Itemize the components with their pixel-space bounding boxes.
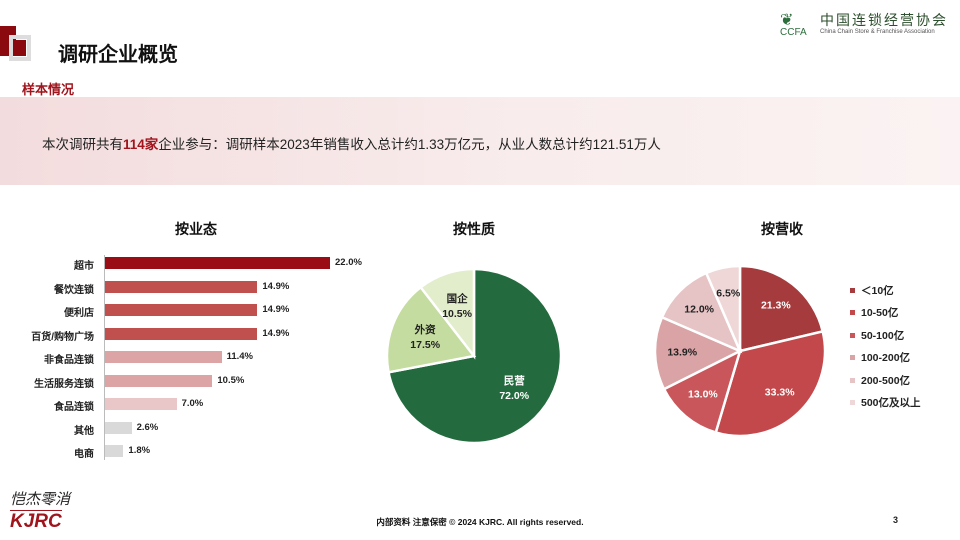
bar [105,398,177,410]
pie-slice-label: 6.5% [716,287,741,300]
legend-swatch [850,355,855,361]
kjrc-signature: 恺杰零消 [10,490,71,508]
revenue-legend: ＜10亿 10-50亿 50-100亿 100-200亿 200-500亿 500亿及以上 [850,279,921,414]
logo-en: China Chain Store & Franchise Associatio… [820,29,935,35]
bar-category-label: 餐饮连锁 [54,284,94,296]
bar-category-label: 电商 [74,449,94,460]
pie-slice [704,264,742,352]
bar-value-label: 2.6% [136,421,159,433]
page-title: 调研企业概览 [58,44,178,66]
legend-label: 100-200亿 [861,352,911,365]
legend-swatch [850,377,855,383]
bar [105,257,330,269]
bar [105,351,222,363]
bar-value-label: 14.9% [262,304,290,315]
bar-value-label: 14.9% [262,280,290,292]
legend-item: 100-200亿 [850,347,921,370]
pie-slice [714,329,827,438]
bar-category-label: 生活服务连锁 [34,378,94,390]
pie-slice-label: 13.0% [687,388,718,401]
bar-category-label: 其他 [74,425,94,437]
bar-value-label: 14.9% [262,327,290,339]
chart-title-nature: 按性质 [453,221,495,237]
pie-slice-label: 民营 72.0% [499,375,530,403]
bar-category-label: 便利店 [64,308,94,319]
ccfa-logo: ❦ CCFA 中国连锁经营协会 China Chain Store & Fran… [780,10,950,40]
bar-axis [104,255,105,460]
legend-label: 50-100亿 [861,329,905,342]
legend-item: 50-100亿 [850,324,921,347]
bar-category-label: 非食品连锁 [44,355,94,366]
bar [105,280,258,293]
bar-value-label: 1.8% [128,445,151,456]
legend-swatch [850,310,855,316]
pie-slice [653,315,743,391]
legend-item: 500亿及以上 [850,392,921,415]
pie-slice-label: 13.9% [667,346,698,359]
bar-value-label: 11.4% [226,351,253,362]
page-number: 3 [893,515,899,525]
legend-swatch [850,400,855,406]
section-label: 样本情况 [22,82,75,97]
pie-chart-revenue [653,264,827,438]
summary-highlight: 114家 [123,137,159,152]
bar-value-label: 7.0% [181,398,204,409]
legend-label: 200-500亿 [861,374,911,387]
pie-slice-label: 33.3% [764,386,795,399]
title-accent-frame [9,35,31,61]
summary-text: 本次调研共有114家企业参与：调研样本2023年销售收入总计约1.33万亿元，从… [42,133,661,153]
legend-label: 10-50亿 [861,307,899,320]
legend-swatch [850,332,855,338]
bar [105,421,132,434]
pie-slice [385,285,477,374]
legend-swatch [850,287,855,293]
pie-slice-label: 外资 17.5% [410,323,441,351]
legend-label: 500亿及以上 [861,397,921,410]
bar [105,374,213,387]
bar [105,445,124,457]
legend-item: 200-500亿 [850,369,921,392]
summary-prefix: 本次调研共有 [42,137,123,152]
chart-title-revenue: 按营收 [761,221,803,237]
bar-value-label: 10.5% [217,374,245,386]
logo-abbr: CCFA [780,27,807,38]
bar [105,304,258,316]
pie-slice [418,267,476,360]
footer-copyright: 内部资料 注意保密 © 2024 KJRC. All rights reserv… [376,517,584,527]
summary-banner [0,97,960,185]
ccfa-logo-icon: ❦ [780,12,794,29]
kjrc-logo: KJRC [10,510,62,532]
pie-chart-nature [385,267,563,445]
legend-label: ＜10亿 [861,284,894,297]
bar [105,327,258,340]
bar-value-label: 22.0% [335,257,362,268]
bar-category-label: 食品连锁 [54,402,94,413]
pie-slice-label: 21.3% [760,299,791,312]
summary-suffix: 企业参与：调研样本2023年销售收入总计约1.33万亿元，从业人数总计约121.… [158,137,661,152]
bar-category-label: 超市 [74,261,94,272]
title-accent-block [14,40,26,56]
pie-slice-label: 国企 10.5% [442,292,472,320]
pie-slice [662,348,743,435]
pie-slice-label: 12.0% [684,303,715,316]
pie-slice [738,264,825,353]
legend-item: ＜10亿 [850,279,921,302]
chart-title-format: 按业态 [175,221,217,237]
legend-item: 10-50亿 [850,302,921,325]
bar-category-label: 百货/购物广场 [31,331,94,343]
logo-cn: 中国连锁经营协会 [820,13,948,29]
